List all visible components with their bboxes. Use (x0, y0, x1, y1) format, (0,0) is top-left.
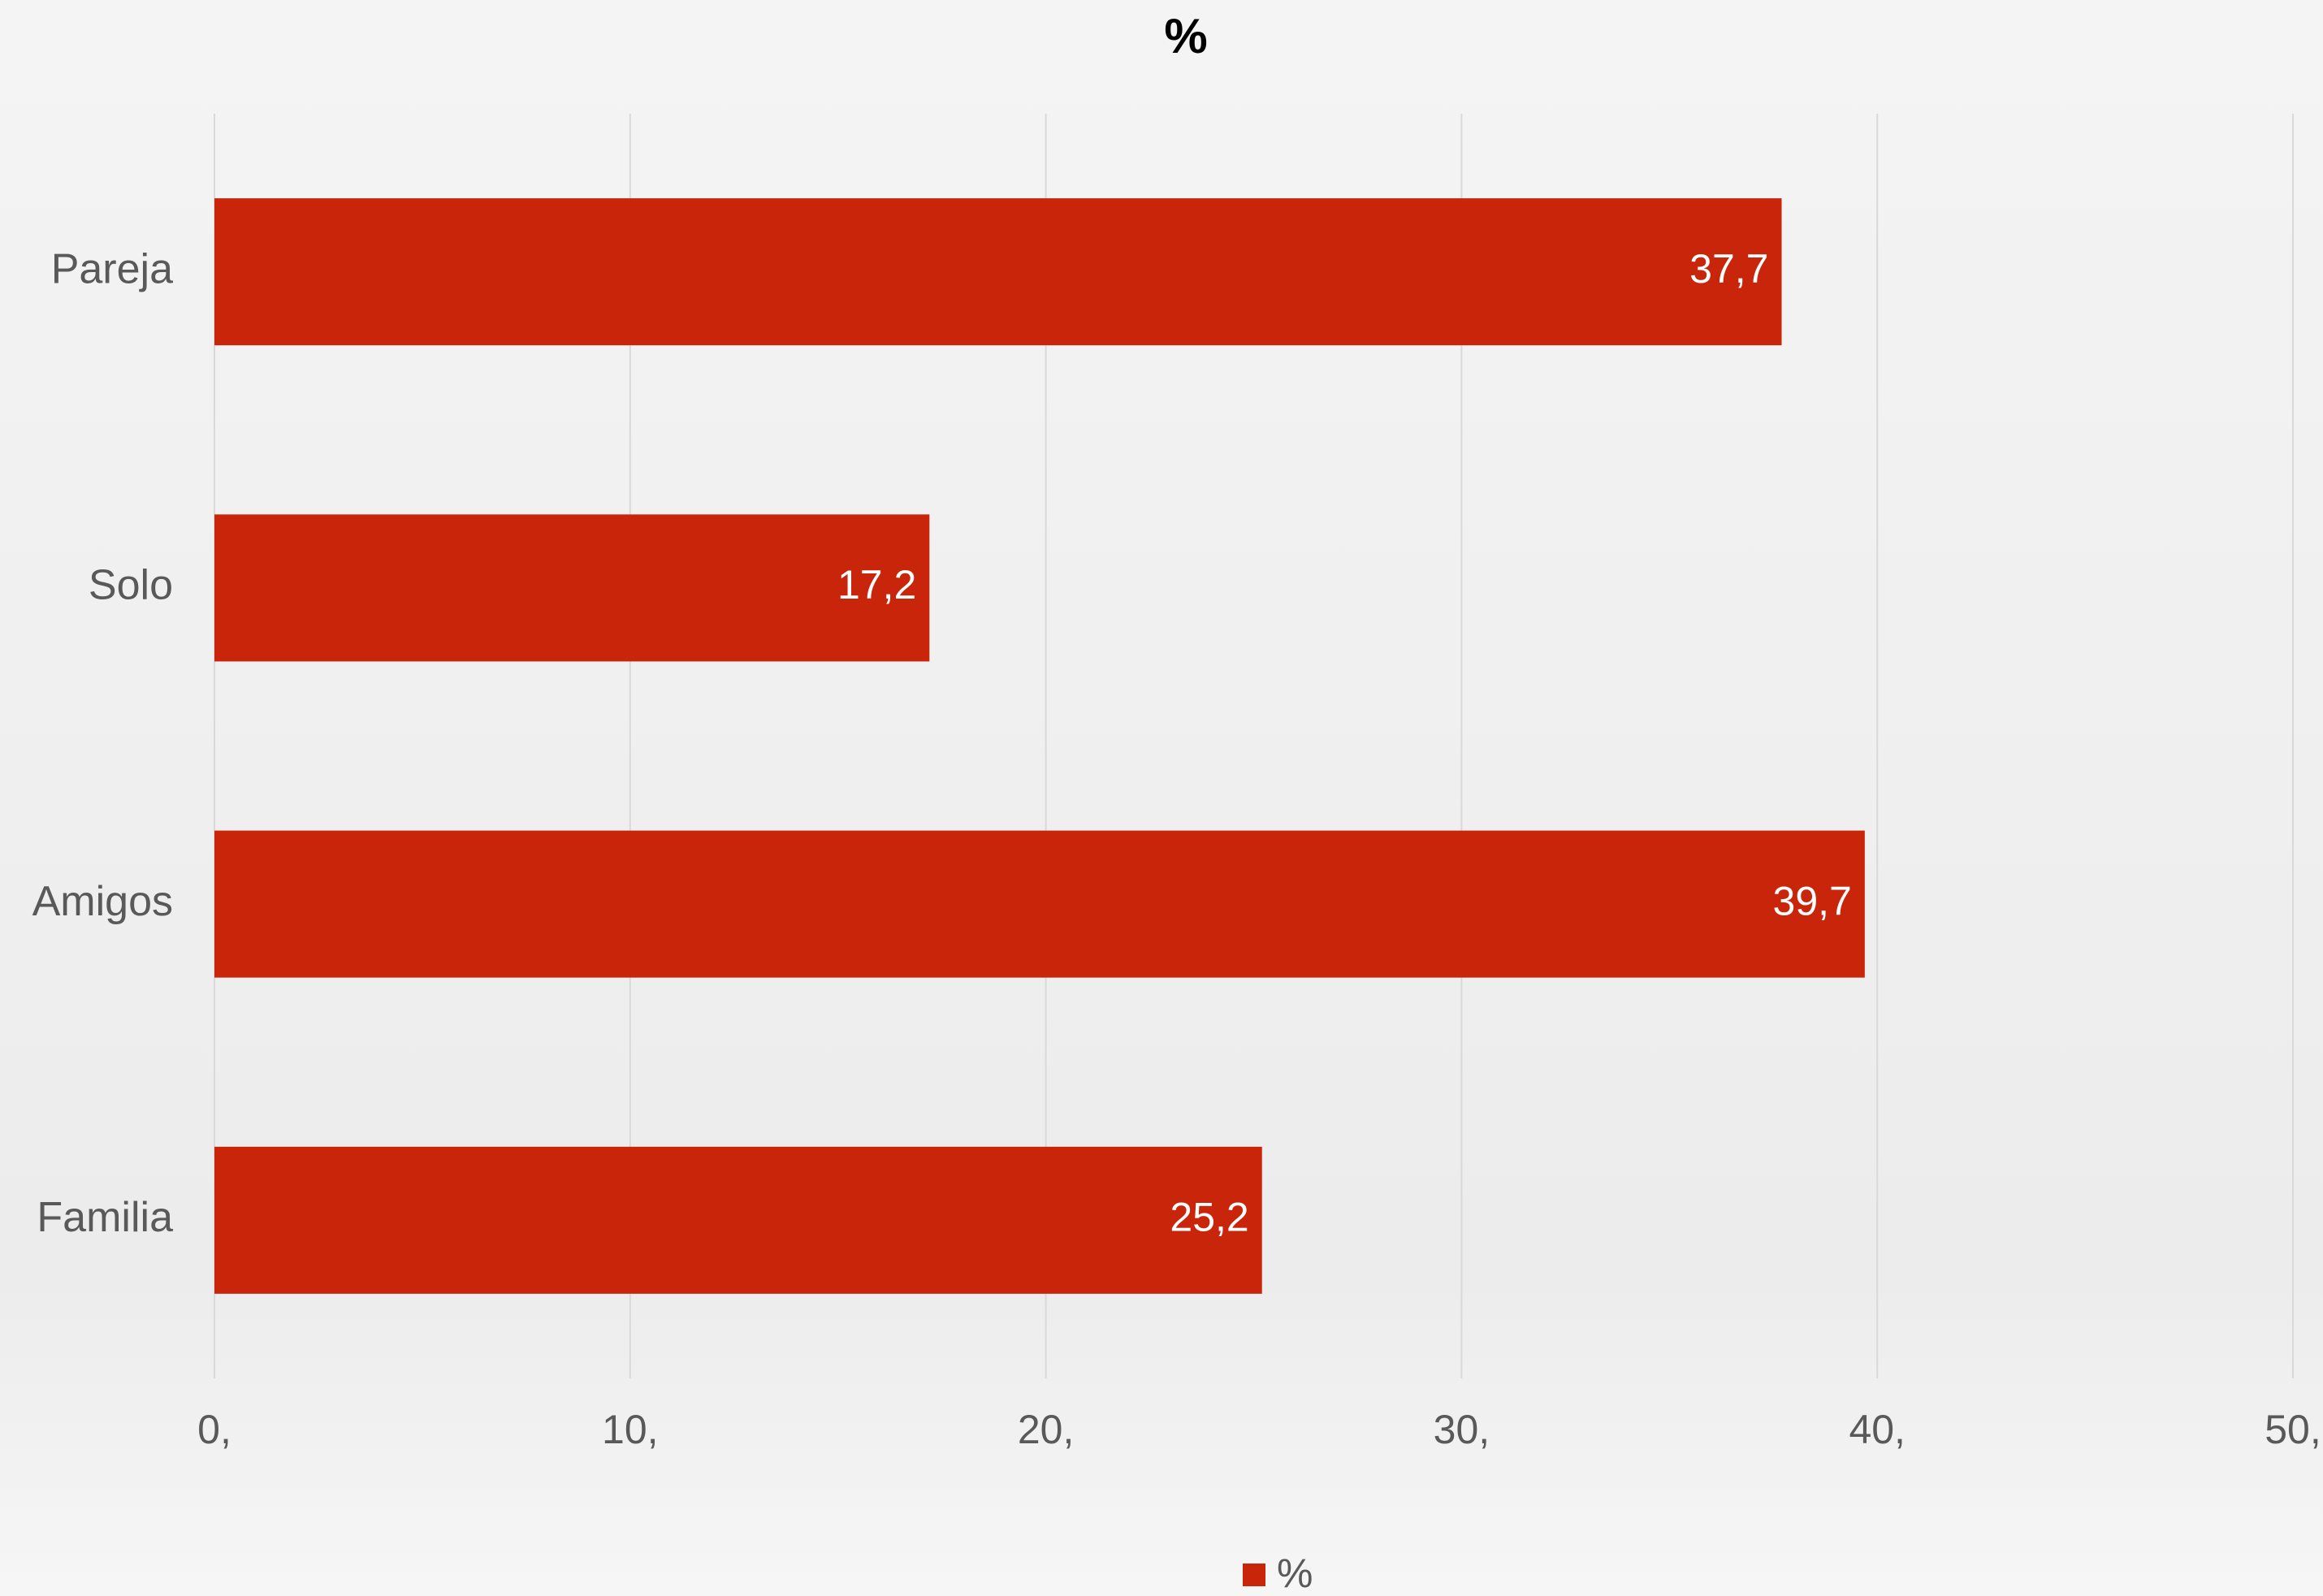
value-label: 37,7 (1689, 246, 1768, 292)
x-tick-label: 50, (2265, 1407, 2321, 1452)
x-tick-label: 30, (1434, 1407, 1490, 1452)
x-tick-label: 10, (602, 1407, 659, 1452)
chart-title: % (1164, 9, 1207, 63)
bar (214, 514, 930, 662)
x-tick-label: 40, (1849, 1407, 1906, 1452)
bar (214, 198, 1782, 346)
x-tick-label: 0, (197, 1407, 231, 1452)
y-tick-label: Amigos (32, 878, 173, 925)
y-tick-label: Familia (37, 1194, 173, 1241)
legend-swatch (1243, 1564, 1265, 1586)
bar (214, 830, 1865, 978)
legend-label: % (1277, 1551, 1313, 1596)
value-label: 39,7 (1773, 878, 1852, 923)
y-tick-label: Pareja (51, 245, 173, 292)
value-label: 17,2 (837, 562, 916, 608)
bar (214, 1146, 1262, 1294)
y-tick-label: Solo (89, 562, 173, 609)
value-label: 25,2 (1170, 1195, 1248, 1240)
x-tick-label: 20, (1018, 1407, 1075, 1452)
